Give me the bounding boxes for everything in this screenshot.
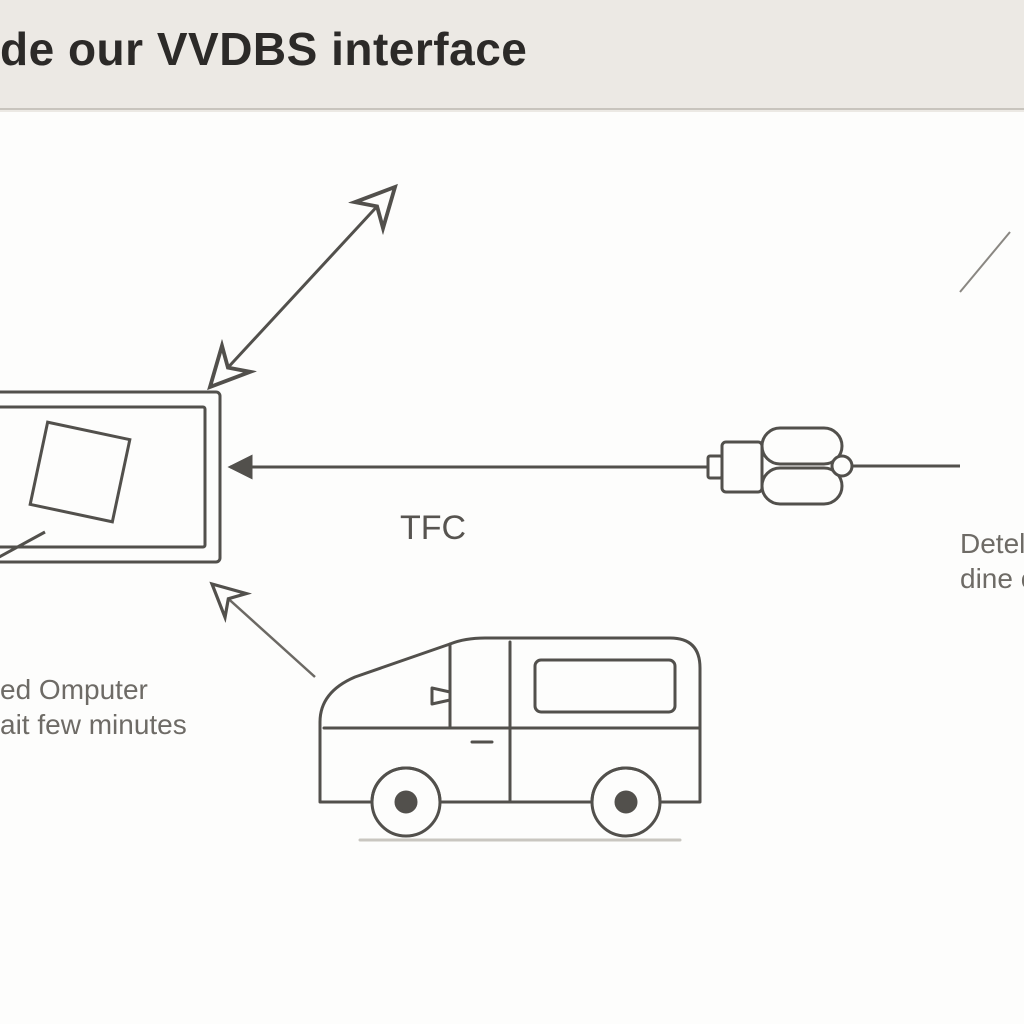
computer-icon (0, 392, 220, 562)
arrow-computer-to-top (210, 187, 395, 387)
right-text-line2: dine o (960, 563, 1024, 594)
page-title: de our VVDBS interface (0, 22, 527, 76)
right-text-line1: Detel (960, 528, 1024, 559)
stray-line-top-right (960, 232, 1010, 292)
header-band: de our VVDBS interface (0, 0, 1024, 110)
computer-label: ed Omputer ait few minutes (0, 672, 220, 742)
computer-label-line2: ait few minutes (0, 709, 187, 740)
arrow-van-to-computer (212, 584, 315, 677)
diagram-canvas: TFC ed Omputer ait few minutes Detel din… (0, 112, 1024, 1024)
connector-icon (660, 428, 960, 504)
van-icon (320, 638, 700, 840)
edge-label-tfc: TFC (400, 507, 466, 550)
right-text-label: Detel dine o (960, 526, 1024, 596)
diagram-svg (0, 112, 1024, 1024)
computer-label-line1: ed Omputer (0, 674, 148, 705)
